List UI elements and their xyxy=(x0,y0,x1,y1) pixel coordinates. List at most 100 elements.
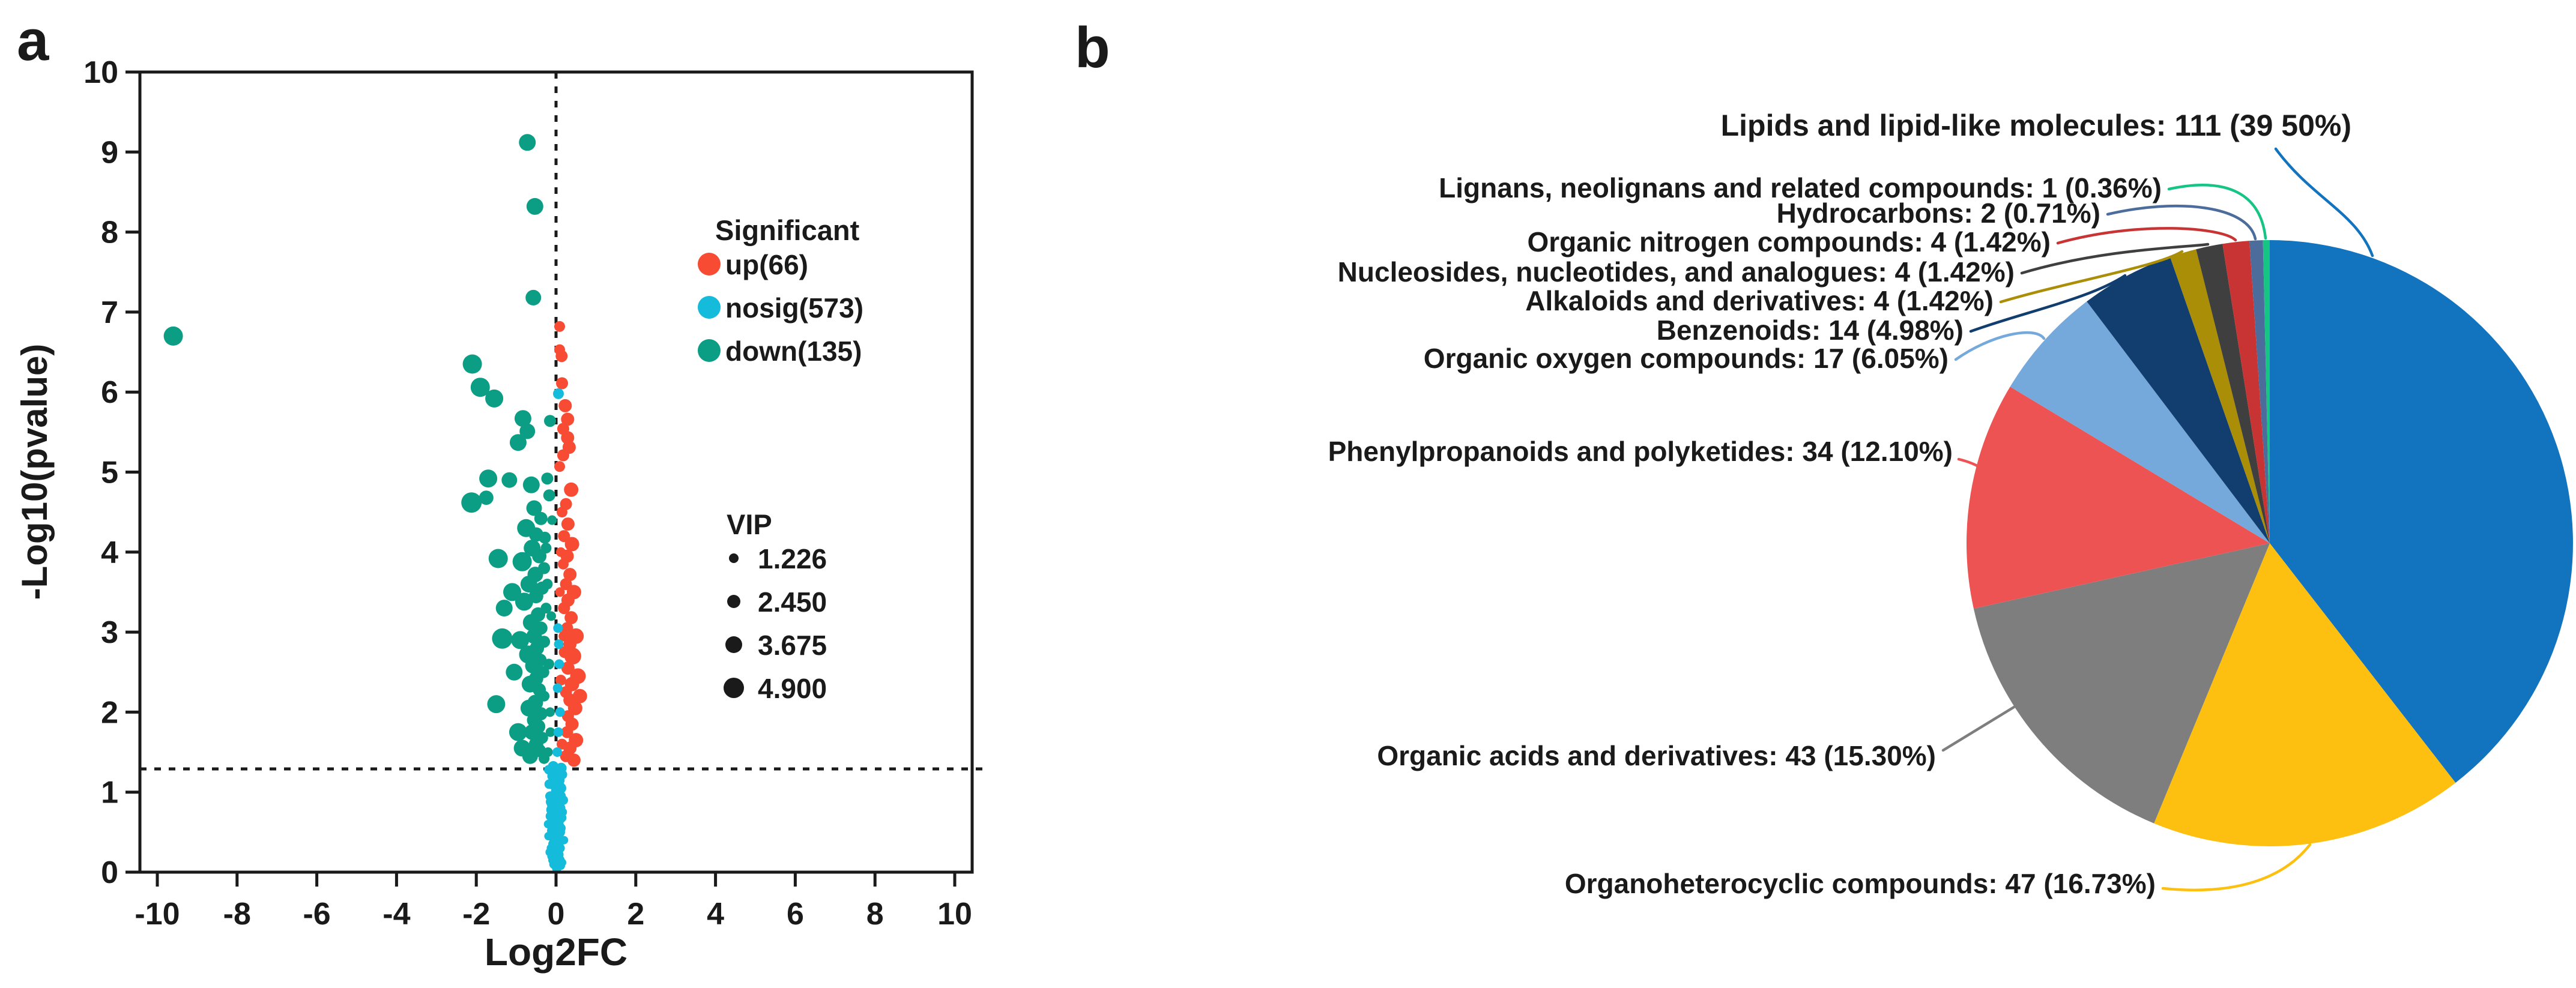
volcano-point-down xyxy=(503,583,521,601)
volcano-point-down xyxy=(520,576,537,593)
volcano-point-down xyxy=(540,543,552,554)
volcano-point-nosig xyxy=(553,388,564,399)
pie-label-hydrocarbons: Hydrocarbons: 2 (0.71%) xyxy=(1777,197,2100,229)
pie-slice-lipids xyxy=(2270,240,2573,783)
volcano-point-up xyxy=(555,675,566,686)
volcano-point-up xyxy=(554,321,565,332)
pie-label-lipids: Lipids and lipid-like molecules: 111 (39… xyxy=(1721,109,2351,142)
pie-labels: Lipids and lipid-like molecules: 111 (39… xyxy=(1328,109,2351,899)
leader-hydrocarbons xyxy=(2106,204,2257,241)
volcano-point-down xyxy=(514,410,531,427)
volcano-point-nosig xyxy=(552,683,563,693)
vip-dot-4 xyxy=(724,678,744,698)
pie-slice-alkaloids xyxy=(2170,249,2270,543)
volcano-point-down xyxy=(461,492,482,513)
volcano-point-down xyxy=(541,472,554,485)
volcano-point-nosig xyxy=(555,707,565,717)
volcano-point-down xyxy=(163,326,183,346)
legend-title: Significant xyxy=(715,214,860,246)
leader-organic-oxygen xyxy=(1954,331,2046,361)
leader-phenylpropanoids xyxy=(1957,457,1991,495)
volcano-point-down xyxy=(525,289,542,306)
volcano-point-down xyxy=(543,658,554,670)
volcano-point-up xyxy=(567,753,581,767)
vip-dot-2 xyxy=(727,595,740,608)
pie-slice-organic-acids xyxy=(1973,543,2270,824)
y-tick-label: 10 xyxy=(83,55,118,90)
y-tick-label: 5 xyxy=(101,456,118,490)
volcano-point-nosig xyxy=(548,809,560,821)
volcano-point-down xyxy=(545,707,555,717)
volcano-point-up xyxy=(564,611,578,625)
y-tick-label: 2 xyxy=(101,695,118,730)
y-tick-label: 3 xyxy=(101,615,118,650)
pie-label-organoheterocyclic: Organoheterocyclic compounds: 47 (16.73%… xyxy=(1565,868,2156,899)
volcano-point-down xyxy=(532,549,547,564)
volcano-point-up xyxy=(556,547,566,557)
volcano-point-nosig xyxy=(557,770,567,780)
x-tick-label: -10 xyxy=(135,897,180,932)
vip-legend-title: VIP xyxy=(727,508,772,540)
volcano-point-down xyxy=(534,511,548,525)
vip-label-1: 1.226 xyxy=(758,543,827,574)
volcano-point-down xyxy=(501,472,518,488)
volcano-point-nosig xyxy=(544,832,553,840)
volcano-point-down xyxy=(479,490,494,505)
legend-swatch-down xyxy=(698,339,721,362)
volcano-point-down xyxy=(492,628,513,649)
volcano-point-nosig xyxy=(552,747,562,757)
volcano-point-nosig xyxy=(553,623,563,633)
pie-leader-lines xyxy=(1941,147,2374,892)
x-tick-label: 2 xyxy=(627,897,644,932)
volcano-point-down xyxy=(512,552,532,571)
volcano-point-up xyxy=(555,587,565,597)
volcano-point-down xyxy=(526,500,542,516)
vip-size-legend: VIP 1.226 2.450 3.675 4.900 xyxy=(724,508,827,704)
volcano-point-down xyxy=(509,434,527,451)
volcano-point-up xyxy=(554,461,565,472)
legend-swatch-up xyxy=(698,253,721,276)
volcano-point-up xyxy=(558,558,569,570)
volcano-point-down xyxy=(543,747,553,757)
x-tick-label: 8 xyxy=(866,897,884,932)
volcano-point-nosig xyxy=(554,659,564,669)
volcano-point-nosig xyxy=(549,768,561,781)
pie-slice-lignans xyxy=(2263,239,2270,543)
x-tick-label: 10 xyxy=(937,897,972,932)
x-tick-label: 6 xyxy=(787,897,804,932)
volcano-point-down xyxy=(544,415,556,427)
volcano-point-up xyxy=(558,399,572,412)
volcano-point-nosig xyxy=(555,791,566,802)
pie-label-benzenoids: Benzenoids: 14 (4.98%) xyxy=(1657,315,1964,346)
significant-legend: Significant up(66) nosig(573) down(135) xyxy=(698,214,863,367)
x-tick-label: -8 xyxy=(223,897,251,932)
panel-a-letter: a xyxy=(17,8,49,73)
volcano-point-down xyxy=(545,727,555,737)
leader-alkaloids xyxy=(1999,250,2184,304)
volcano-plot-area: 0 1 2 3 4 5 6 7 8 9 10 -10 -8 -6 -4 -2 0 2 4 6 8 10 xyxy=(83,55,972,932)
volcano-point-down xyxy=(542,579,553,590)
volcano-point-nosig xyxy=(552,780,564,792)
y-tick-label: 9 xyxy=(101,135,118,170)
volcano-point-down xyxy=(546,611,556,621)
pie-slice-organoheterocyclic xyxy=(2154,543,2456,846)
volcano-point-up xyxy=(572,688,587,703)
volcano-point-nosig xyxy=(554,827,565,838)
vip-label-3: 3.675 xyxy=(758,630,827,661)
pie-label-organic-oxygen: Organic oxygen compounds: 17 (6.05%) xyxy=(1424,343,1949,374)
volcano-point-up xyxy=(563,568,577,582)
volcano-point-down xyxy=(513,739,531,757)
volcano-point-nosig xyxy=(558,808,567,816)
y-tick-label: 4 xyxy=(101,535,118,570)
volcano-point-nosig xyxy=(554,639,564,649)
pie-slice-organic-oxygen xyxy=(2010,301,2270,543)
legend-label-up: up(66) xyxy=(725,249,808,280)
volcano-point-down xyxy=(520,699,537,717)
panel-b: b Lipids and lipid-like molecules: 111 (… xyxy=(1075,16,2573,899)
volcano-point-nosig xyxy=(554,727,563,737)
y-axis-title: -Log10(pvalue) xyxy=(14,344,55,600)
volcano-point-down xyxy=(470,378,490,397)
x-axis-title: Log2FC xyxy=(485,930,627,974)
volcano-point-nosig xyxy=(549,849,560,860)
